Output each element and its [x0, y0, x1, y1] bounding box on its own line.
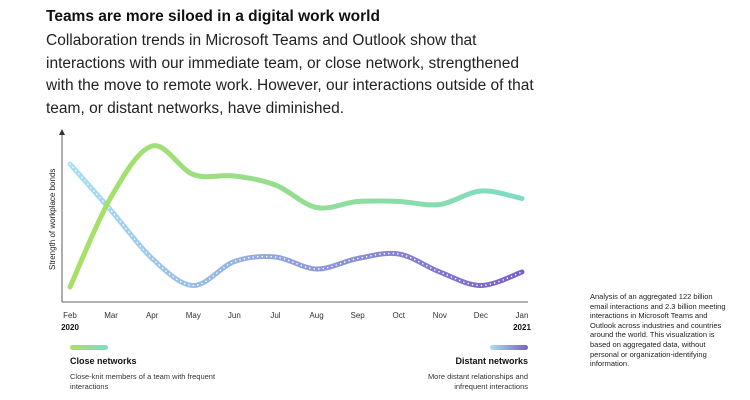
x-year-label-start: 2020	[61, 323, 79, 332]
x-tick-label: Jan	[516, 311, 529, 320]
legend-distant-title: Distant networks	[455, 356, 528, 366]
x-tick-label: Oct	[393, 311, 406, 320]
x-tick-label: Nov	[433, 311, 447, 320]
legend-swatch-distant	[490, 345, 528, 350]
chart-subtitle: Collaboration trends in Microsoft Teams …	[46, 32, 534, 117]
series-line-distant-networks	[67, 161, 525, 288]
x-tick-label: May	[186, 311, 201, 320]
legend-distant-desc: More distant relationships and infrequen…	[427, 372, 528, 391]
x-year-label-end: 2021	[513, 323, 531, 332]
x-tick-label: Dec	[474, 311, 488, 320]
methodology-note: Analysis of an aggregated 122 billion em…	[590, 292, 726, 369]
x-tick-label: Mar	[104, 311, 118, 320]
legend-swatch-close	[70, 345, 108, 350]
x-tick-label: Sep	[351, 311, 366, 320]
series-dots-distant-networks	[69, 163, 523, 287]
x-tick-label: Aug	[309, 311, 323, 320]
x-tick-label: Jun	[228, 311, 241, 320]
chart-title: Teams are more siloed in a digital work …	[46, 8, 380, 25]
y-axis-label: Strength of workplace bonds	[48, 169, 57, 270]
x-tick-label: Apr	[146, 311, 159, 320]
legend-close-title: Close networks	[70, 356, 137, 366]
x-tick-label: Feb	[63, 311, 77, 320]
legend-close-desc: Close-knit members of a team with freque…	[70, 372, 216, 391]
y-axis-arrow	[59, 129, 65, 135]
series-line-close-networks	[67, 143, 525, 290]
x-tick-label: Jul	[270, 311, 280, 320]
